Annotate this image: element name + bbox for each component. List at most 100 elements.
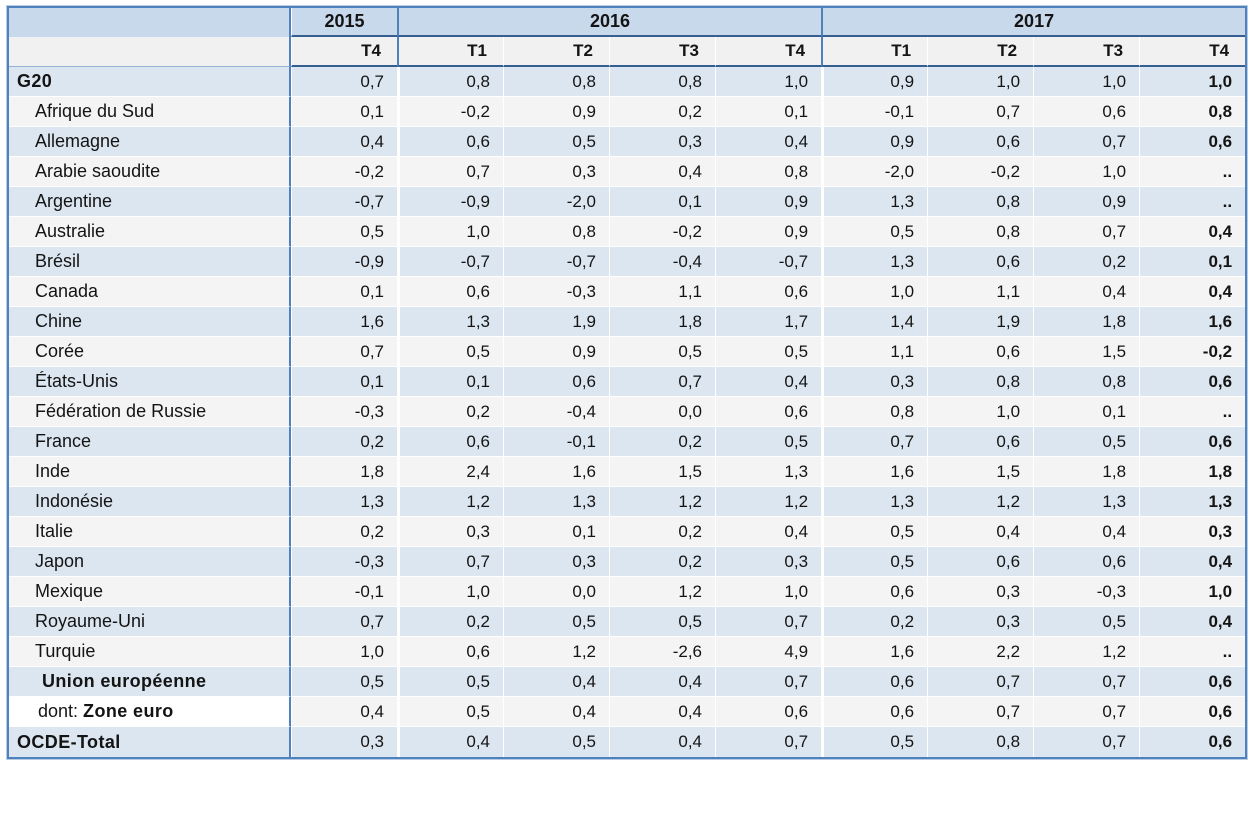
quarter-header: T3 bbox=[1033, 37, 1140, 67]
row-label: Fédération de Russie bbox=[9, 397, 291, 427]
value-cell: -0,2 bbox=[291, 157, 397, 187]
table-row: Turquie 1,0 0,6 1,2 -2,6 4,9 1,6 2,2 1,2.. bbox=[9, 637, 1246, 667]
value-cell: 0,1 bbox=[1139, 247, 1246, 277]
value-cell: 0,6 bbox=[821, 667, 928, 697]
value-cell: -2,6 bbox=[609, 637, 715, 667]
value-cell: 0,7 bbox=[609, 367, 715, 397]
value-cell: 0,1 bbox=[291, 97, 397, 127]
row-label: G20 bbox=[9, 67, 291, 97]
value-cell: 0,3 bbox=[397, 517, 503, 547]
value-cell: 1,3 bbox=[291, 487, 397, 517]
row-label: Allemagne bbox=[9, 127, 291, 157]
value-cell: 0,4 bbox=[1139, 217, 1246, 247]
value-cell: 0,5 bbox=[1033, 607, 1140, 637]
value-cell: 0,4 bbox=[927, 517, 1034, 547]
value-cell: 0,8 bbox=[927, 217, 1034, 247]
value-cell: 0,6 bbox=[715, 397, 822, 427]
value-cell: 0,3 bbox=[1139, 517, 1246, 547]
value-cell: 1,2 bbox=[927, 487, 1034, 517]
value-cell: 0,6 bbox=[927, 337, 1034, 367]
value-cell: .. bbox=[1139, 637, 1246, 667]
table-row: Australie 0,5 1,0 0,8 -0,2 0,9 0,5 0,8 0,7 0,4 bbox=[9, 217, 1246, 247]
value-cell: 0,7 bbox=[1033, 727, 1140, 757]
quarter-header: T4 bbox=[291, 37, 397, 67]
value-cell: 0,4 bbox=[291, 127, 397, 157]
row-label: Mexique bbox=[9, 577, 291, 607]
value-cell: 0,7 bbox=[291, 67, 397, 97]
quarter-header: T1 bbox=[821, 37, 928, 67]
value-cell: -2,0 bbox=[821, 157, 928, 187]
value-cell: 1,2 bbox=[609, 487, 715, 517]
value-cell: 0,4 bbox=[1139, 607, 1246, 637]
value-cell: -0,2 bbox=[1139, 337, 1246, 367]
value-cell: 1,0 bbox=[715, 577, 822, 607]
row-label: dont: Zone euro bbox=[9, 697, 291, 727]
row-label: France bbox=[9, 427, 291, 457]
value-cell: 0,5 bbox=[291, 217, 397, 247]
value-cell: 0,9 bbox=[821, 127, 928, 157]
row-label: Indonésie bbox=[9, 487, 291, 517]
value-cell: 1,0 bbox=[291, 637, 397, 667]
value-cell: 0,5 bbox=[609, 337, 715, 367]
row-label: Inde bbox=[9, 457, 291, 487]
value-cell: -0,7 bbox=[291, 187, 397, 217]
value-cell: 0,8 bbox=[503, 67, 609, 97]
value-cell: 0,9 bbox=[503, 337, 609, 367]
value-cell: -0,1 bbox=[821, 97, 928, 127]
value-cell: 0,3 bbox=[609, 127, 715, 157]
value-cell: 0,6 bbox=[1139, 427, 1246, 457]
value-cell: 0,7 bbox=[821, 427, 928, 457]
value-cell: 0,0 bbox=[503, 577, 609, 607]
value-cell: 1,8 bbox=[1033, 457, 1140, 487]
value-cell: 0,7 bbox=[291, 337, 397, 367]
value-cell: 0,7 bbox=[927, 667, 1034, 697]
row-label: Afrique du Sud bbox=[9, 97, 291, 127]
value-cell: 0,5 bbox=[397, 697, 503, 727]
value-cell: 2,4 bbox=[397, 457, 503, 487]
table-row: dont: Zone euro 0,4 0,5 0,4 0,4 0,6 0,6 0,7 0,7 0… bbox=[9, 697, 1246, 727]
value-cell: 0,6 bbox=[1139, 727, 1246, 757]
row-label: Brésil bbox=[9, 247, 291, 277]
value-cell: 0,2 bbox=[291, 427, 397, 457]
value-cell: 0,5 bbox=[821, 727, 928, 757]
value-cell: 1,5 bbox=[609, 457, 715, 487]
value-cell: -0,2 bbox=[609, 217, 715, 247]
value-cell: 1,0 bbox=[1033, 157, 1140, 187]
value-cell: -2,0 bbox=[503, 187, 609, 217]
value-cell: 0,5 bbox=[397, 337, 503, 367]
value-cell: 1,6 bbox=[821, 457, 928, 487]
value-cell: 0,9 bbox=[715, 217, 822, 247]
table-row: Union européenne 0,5 0,5 0,4 0,4 0,7 0,6 0,7 0,7… bbox=[9, 667, 1246, 697]
value-cell: -0,1 bbox=[291, 577, 397, 607]
value-cell: 1,6 bbox=[503, 457, 609, 487]
value-cell: -0,4 bbox=[609, 247, 715, 277]
value-cell: 0,7 bbox=[715, 607, 822, 637]
value-cell: 0,8 bbox=[927, 187, 1034, 217]
table-row: Argentine -0,7 -0,9 -2,0 0,1 0,9 1,3 0,8 0,9.. bbox=[9, 187, 1246, 217]
value-cell: 0,2 bbox=[291, 517, 397, 547]
quarter-header: T4 bbox=[1139, 37, 1246, 67]
value-cell: -0,3 bbox=[1033, 577, 1140, 607]
value-cell: 1,1 bbox=[821, 337, 928, 367]
value-cell: 0,3 bbox=[715, 547, 822, 577]
value-cell: 1,8 bbox=[609, 307, 715, 337]
value-cell: 0,2 bbox=[609, 97, 715, 127]
value-cell: 1,1 bbox=[609, 277, 715, 307]
value-cell: 0,4 bbox=[291, 697, 397, 727]
value-cell: 0,0 bbox=[609, 397, 715, 427]
value-cell: -0,2 bbox=[397, 97, 503, 127]
value-cell: 1,3 bbox=[821, 487, 928, 517]
quarterly-gdp-growth-table: 2015 2016 2017 T4 T1 T2 T3 T4 T1 T2 T3 T4 G20 0,7 0,8… bbox=[7, 6, 1248, 759]
value-cell: 1,6 bbox=[821, 637, 928, 667]
quarter-header: T2 bbox=[927, 37, 1034, 67]
value-cell: 0,3 bbox=[927, 577, 1034, 607]
value-cell: 1,0 bbox=[397, 577, 503, 607]
value-cell: 0,3 bbox=[503, 547, 609, 577]
value-cell: 0,3 bbox=[291, 727, 397, 757]
value-cell: 0,6 bbox=[1139, 667, 1246, 697]
table-row: France 0,2 0,6 -0,1 0,2 0,5 0,7 0,6 0,5 0,6 bbox=[9, 427, 1246, 457]
value-cell: 0,5 bbox=[609, 607, 715, 637]
value-cell: 0,2 bbox=[397, 607, 503, 637]
value-cell: 1,3 bbox=[397, 307, 503, 337]
